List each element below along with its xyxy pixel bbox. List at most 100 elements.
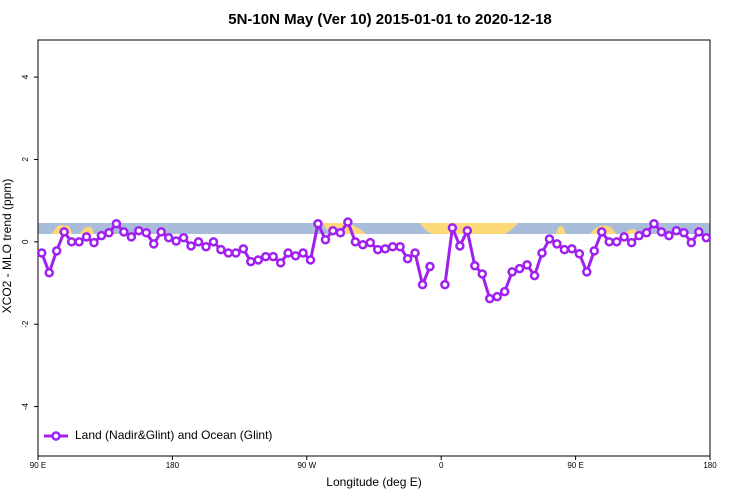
data-point xyxy=(604,237,614,247)
data-point xyxy=(193,237,204,247)
data-point xyxy=(574,249,585,259)
data-point xyxy=(484,293,495,304)
data-point xyxy=(372,244,383,255)
land-patch xyxy=(556,226,566,234)
data-point xyxy=(350,237,361,247)
chart-title: 5N-10N May (Ver 10) 2015-01-01 to 2020-1… xyxy=(228,11,552,28)
data-point xyxy=(216,244,226,255)
data-point xyxy=(111,218,122,229)
data-point xyxy=(156,227,166,237)
data-point xyxy=(260,251,271,262)
data-point xyxy=(358,239,368,250)
legend-marker xyxy=(51,431,61,441)
x-tick-label: 90 E xyxy=(567,461,583,470)
data-point xyxy=(671,225,682,236)
data-point xyxy=(619,232,629,242)
data-point xyxy=(455,241,465,251)
land-patch xyxy=(80,226,94,234)
data-point xyxy=(44,267,54,278)
data-point xyxy=(365,237,376,248)
data-point xyxy=(275,258,286,268)
data-point xyxy=(186,241,196,251)
data-point xyxy=(59,227,69,237)
data-point xyxy=(313,218,323,229)
data-point xyxy=(231,248,241,258)
data-point xyxy=(544,234,555,244)
data-point xyxy=(552,239,562,249)
data-point xyxy=(305,255,316,265)
x-tick-label: 0 xyxy=(439,461,444,470)
data-point xyxy=(253,255,264,265)
y-tick-label: 4 xyxy=(21,74,30,79)
y-tick-label: 0 xyxy=(21,239,30,244)
data-point xyxy=(81,232,92,242)
data-point xyxy=(611,237,622,247)
ocean-band xyxy=(38,223,710,234)
data-point xyxy=(417,279,428,290)
data-point xyxy=(649,218,659,229)
data-point xyxy=(582,267,592,277)
data-point xyxy=(290,251,301,261)
data-point xyxy=(567,244,577,254)
data-point xyxy=(387,242,398,252)
data-point xyxy=(36,248,47,258)
data-point xyxy=(238,244,249,254)
data-point xyxy=(470,260,480,271)
x-tick-label: 180 xyxy=(703,461,717,470)
data-point xyxy=(74,237,84,247)
data-point xyxy=(343,217,353,227)
data-point xyxy=(589,246,600,256)
data-point xyxy=(537,248,547,258)
plot-frame xyxy=(37,39,711,457)
data-point xyxy=(701,232,712,243)
y-tick-label: -4 xyxy=(21,402,30,410)
data-point xyxy=(402,253,413,264)
data-point xyxy=(380,244,390,254)
data-point xyxy=(223,248,234,258)
data-point xyxy=(89,237,99,248)
data-point xyxy=(694,227,704,237)
data-point xyxy=(163,232,174,243)
data-point xyxy=(522,260,532,270)
data-point xyxy=(335,228,346,238)
data-point xyxy=(268,251,278,262)
data-point xyxy=(440,279,450,290)
legend-label: Land (Nadir&Glint) and Ocean (Glint) xyxy=(75,428,272,442)
data-point xyxy=(66,237,77,247)
data-point xyxy=(686,237,697,248)
data-point xyxy=(298,248,308,258)
data-point xyxy=(208,237,219,247)
data-point xyxy=(559,244,570,255)
data-point xyxy=(507,267,517,277)
data-point xyxy=(134,225,144,236)
data-point xyxy=(596,227,607,237)
data-point xyxy=(641,228,652,238)
data-point xyxy=(395,242,405,252)
data-point xyxy=(201,242,211,252)
data-point xyxy=(178,232,189,243)
data-point xyxy=(492,291,502,302)
data-point xyxy=(664,230,674,241)
data-point xyxy=(514,263,525,274)
x-tick-label: 180 xyxy=(166,461,180,470)
data-point xyxy=(126,232,137,242)
data-point xyxy=(328,225,338,236)
data-point xyxy=(425,261,435,272)
y-tick-label: 2 xyxy=(21,157,30,162)
data-point xyxy=(320,235,331,245)
x-tick-label: 90 W xyxy=(297,461,316,470)
data-point xyxy=(626,237,637,248)
data-point xyxy=(141,228,152,238)
data-point xyxy=(462,225,473,236)
y-tick-label: -2 xyxy=(21,320,30,328)
data-point xyxy=(410,248,420,258)
y-axis-label: XCO2 - MLO trend (ppm) xyxy=(0,179,14,314)
data-point xyxy=(171,236,181,246)
data-point xyxy=(51,246,62,256)
data-point xyxy=(119,227,129,237)
data-point xyxy=(499,286,510,297)
data-point xyxy=(477,269,488,279)
data-point xyxy=(96,230,107,241)
